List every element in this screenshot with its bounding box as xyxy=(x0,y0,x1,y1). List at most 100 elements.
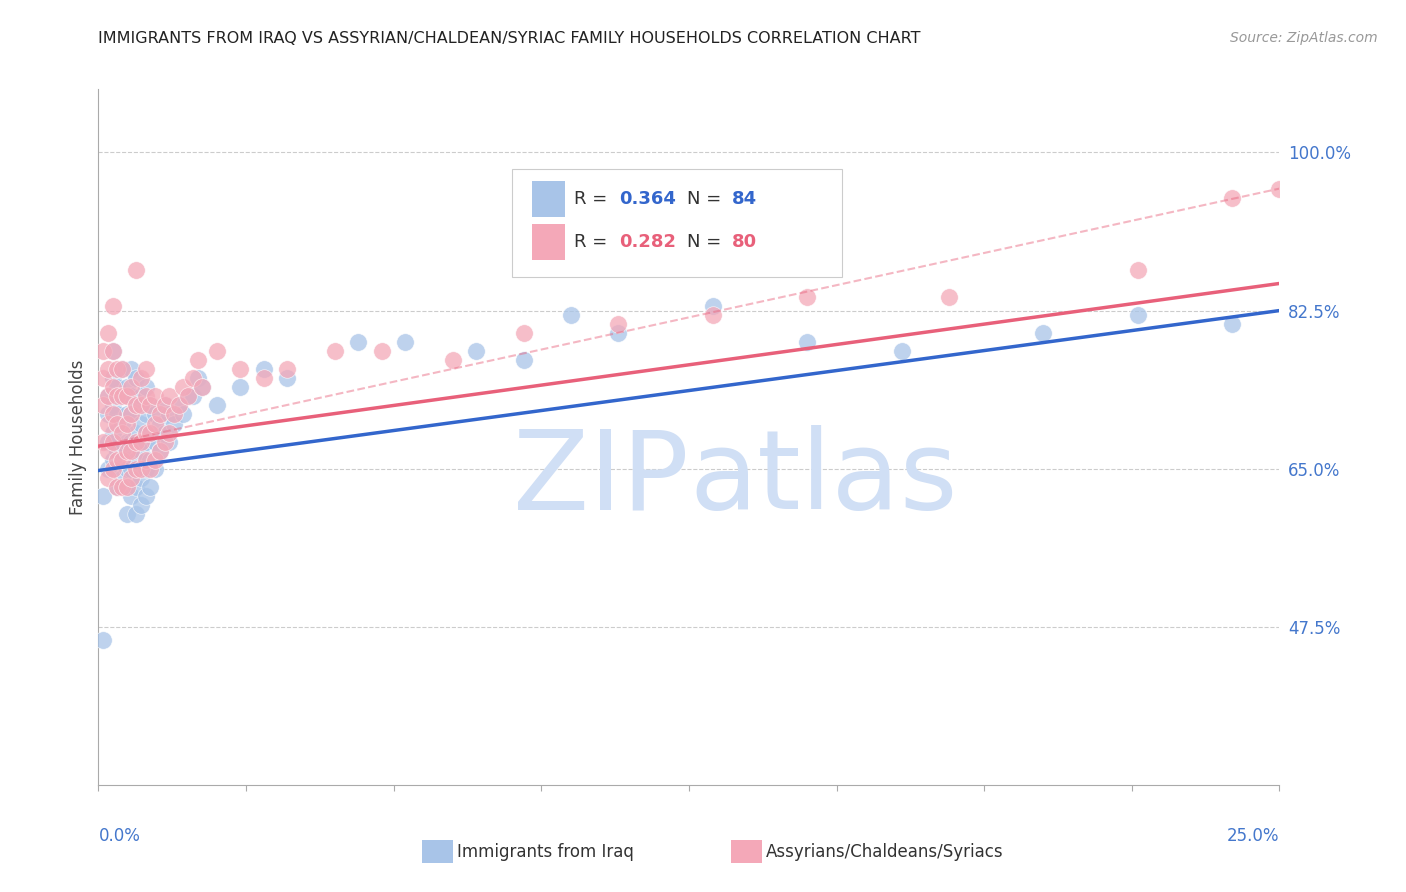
Point xyxy=(163,408,186,422)
Point xyxy=(143,408,166,422)
Point xyxy=(129,471,152,485)
Point xyxy=(115,417,138,431)
Point xyxy=(105,408,128,422)
Point xyxy=(143,452,166,467)
Point xyxy=(187,371,209,385)
Point xyxy=(276,362,298,376)
Point xyxy=(465,344,488,359)
Point xyxy=(129,461,152,475)
Point xyxy=(125,480,148,494)
Text: N =: N = xyxy=(686,234,727,252)
Text: 0.0%: 0.0% xyxy=(98,827,141,845)
Point xyxy=(702,308,724,322)
Point xyxy=(135,461,157,475)
Point xyxy=(101,461,124,475)
Point xyxy=(938,290,960,304)
Text: Assyrians/Chaldeans/Syriacs: Assyrians/Chaldeans/Syriacs xyxy=(766,843,1004,861)
Point xyxy=(97,443,120,458)
Point xyxy=(111,362,134,376)
Point xyxy=(125,263,148,277)
Point xyxy=(125,371,148,385)
Point xyxy=(101,434,124,449)
Point xyxy=(97,408,120,422)
Point xyxy=(191,380,214,394)
Text: Immigrants from Iraq: Immigrants from Iraq xyxy=(457,843,634,861)
Text: R =: R = xyxy=(575,234,613,252)
Point xyxy=(205,399,228,413)
Point xyxy=(101,344,124,359)
Point xyxy=(101,425,124,440)
Point xyxy=(125,399,148,413)
Point xyxy=(149,443,172,458)
Point xyxy=(135,434,157,449)
Point xyxy=(121,408,143,422)
Point xyxy=(105,362,128,376)
Text: 0.282: 0.282 xyxy=(619,234,676,252)
Point xyxy=(91,633,114,648)
Point xyxy=(135,389,157,403)
Point xyxy=(143,461,166,475)
Point xyxy=(229,362,252,376)
Point xyxy=(125,507,148,521)
Text: 25.0%: 25.0% xyxy=(1227,827,1279,845)
Point xyxy=(1126,263,1149,277)
Point xyxy=(111,389,134,403)
Point xyxy=(111,417,134,431)
Point xyxy=(121,434,143,449)
Point xyxy=(125,434,148,449)
Point xyxy=(187,353,209,368)
Point xyxy=(143,434,166,449)
Point xyxy=(172,380,194,394)
Point xyxy=(101,399,124,413)
Point xyxy=(125,461,148,475)
Point xyxy=(111,362,134,376)
Point xyxy=(512,326,534,341)
Point xyxy=(560,308,582,322)
Point xyxy=(129,389,152,403)
Point xyxy=(121,489,143,503)
Point xyxy=(135,452,157,467)
Point xyxy=(105,443,128,458)
Point xyxy=(111,425,134,440)
Point xyxy=(149,443,172,458)
Point xyxy=(253,362,276,376)
Point xyxy=(91,399,114,413)
Text: 84: 84 xyxy=(731,190,756,208)
Text: 80: 80 xyxy=(731,234,756,252)
Text: Source: ZipAtlas.com: Source: ZipAtlas.com xyxy=(1230,31,1378,45)
Point xyxy=(115,434,138,449)
Point xyxy=(149,408,172,422)
Point xyxy=(121,389,143,403)
Point xyxy=(105,380,128,394)
Point xyxy=(347,335,370,350)
Point xyxy=(796,290,818,304)
Point xyxy=(181,389,204,403)
Point xyxy=(101,371,124,385)
Point xyxy=(143,417,166,431)
Point xyxy=(139,425,162,440)
Point xyxy=(167,399,190,413)
Point xyxy=(135,380,157,394)
Point xyxy=(105,389,128,403)
Y-axis label: Family Households: Family Households xyxy=(69,359,87,515)
Point xyxy=(229,380,252,394)
Point xyxy=(157,389,180,403)
Point xyxy=(115,389,138,403)
Point xyxy=(1268,181,1291,195)
Point xyxy=(91,344,114,359)
Point xyxy=(121,471,143,485)
Point xyxy=(101,452,124,467)
Point xyxy=(181,371,204,385)
Point xyxy=(129,443,152,458)
Point xyxy=(163,417,186,431)
Point xyxy=(91,434,114,449)
Point xyxy=(105,417,128,431)
Point xyxy=(157,425,180,440)
Point xyxy=(149,417,172,431)
Point xyxy=(205,344,228,359)
Point xyxy=(111,389,134,403)
Point xyxy=(153,399,176,413)
Point xyxy=(1126,308,1149,322)
Point xyxy=(115,480,138,494)
Point xyxy=(153,399,176,413)
